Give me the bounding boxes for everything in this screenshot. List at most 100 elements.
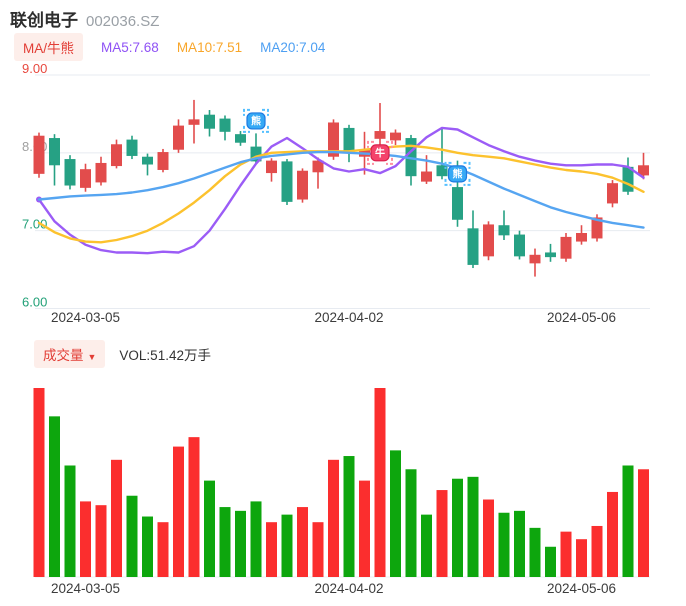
candlestick[interactable] (467, 210, 479, 269)
candlestick[interactable] (545, 243, 556, 262)
volume-bar[interactable] (374, 388, 386, 577)
volume-bar[interactable] (312, 522, 324, 577)
selection-bracket-icon (243, 125, 250, 133)
candlestick[interactable] (638, 152, 649, 180)
candlestick[interactable] (95, 156, 107, 186)
selection-bracket-icon (463, 178, 471, 186)
selection-bracket-icon (463, 161, 471, 169)
bull-signal-badge[interactable]: 牛 (367, 140, 393, 165)
candlestick[interactable] (405, 134, 417, 186)
volume-bar[interactable] (498, 512, 510, 577)
volume-bar[interactable] (483, 499, 494, 577)
volume-bar[interactable] (173, 446, 184, 577)
volume-bar[interactable] (235, 510, 246, 577)
candlestick[interactable] (64, 155, 76, 190)
candle-body (49, 138, 60, 166)
selection-bracket-icon (262, 125, 269, 133)
volume-bar[interactable] (49, 416, 60, 577)
header: 联创电子 002036.SZ (10, 6, 159, 31)
candlestick[interactable] (33, 132, 45, 178)
volume-bar[interactable] (390, 450, 401, 577)
candlestick[interactable] (514, 230, 525, 260)
candlestick[interactable] (343, 124, 355, 163)
volume-bar[interactable] (80, 501, 91, 577)
bear-signal-badge[interactable]: 熊 (243, 108, 269, 133)
stock-name: 联创电子 (10, 11, 78, 30)
candlestick[interactable] (576, 225, 587, 245)
candlestick[interactable] (560, 233, 572, 262)
candlestick[interactable] (436, 127, 448, 180)
volume-bar[interactable] (452, 478, 463, 577)
volume-bar[interactable] (529, 527, 541, 577)
bull-char: 牛 (375, 146, 385, 159)
candlestick[interactable] (204, 110, 215, 137)
volume-bar[interactable] (111, 459, 122, 577)
volume-bar[interactable] (638, 469, 649, 577)
candlestick[interactable] (281, 159, 293, 205)
candlestick[interactable] (529, 248, 541, 277)
candlestick[interactable] (111, 139, 122, 169)
candlestick[interactable] (483, 221, 494, 261)
date-label: 2024-04-02 (314, 310, 383, 325)
volume-bar[interactable] (250, 501, 262, 577)
candlestick[interactable] (173, 119, 184, 153)
volume-bar[interactable] (436, 490, 448, 577)
candlestick[interactable] (80, 163, 91, 192)
candlestick[interactable] (374, 103, 386, 149)
ma-bullbear-toggle[interactable]: MA/牛熊 (14, 33, 84, 61)
volume-bar[interactable] (266, 522, 277, 577)
ma5-line (37, 126, 645, 255)
candlestick[interactable] (607, 180, 618, 208)
candle-body (219, 118, 231, 132)
candle-body (622, 166, 634, 192)
volume-bar[interactable] (142, 516, 153, 577)
volume-bar[interactable] (514, 510, 525, 577)
candlestick[interactable] (157, 148, 169, 173)
volume-bar[interactable] (281, 514, 293, 577)
ma10-legend-value: MA10:7.51 (176, 39, 243, 55)
volume-bar[interactable] (188, 437, 200, 577)
candlestick[interactable] (235, 131, 246, 146)
volume-bar[interactable] (591, 525, 603, 577)
selection-bracket-icon (262, 108, 269, 116)
date-label: 2024-03-05 (51, 310, 120, 325)
volume-bar[interactable] (204, 480, 215, 577)
candle-body (638, 165, 649, 176)
volume-bar[interactable] (560, 531, 572, 577)
volume-bar[interactable] (607, 491, 618, 577)
volume-bar[interactable] (64, 465, 76, 577)
volume-bar[interactable] (576, 539, 587, 577)
candle-body (188, 119, 200, 125)
volume-bar[interactable] (467, 476, 479, 577)
volume-bar[interactable] (622, 465, 634, 577)
candle-body (576, 233, 587, 242)
volume-indicator-dropdown[interactable]: 成交量 ▼ (34, 340, 106, 368)
candlestick[interactable] (142, 153, 153, 176)
volume-bar[interactable] (545, 546, 556, 577)
volume-bar[interactable] (33, 388, 45, 577)
candle-body (157, 152, 169, 170)
volume-bar[interactable] (297, 507, 308, 577)
volume-value: VOL:51.42万手 (119, 348, 211, 363)
candlestick[interactable] (219, 115, 231, 141)
volume-bar[interactable] (421, 514, 432, 577)
candlestick[interactable] (622, 157, 634, 195)
volume-bar[interactable] (95, 505, 107, 577)
candlestick[interactable] (266, 158, 277, 182)
candlestick[interactable] (126, 135, 138, 160)
volume-bar[interactable] (405, 469, 417, 577)
bear-signal-badge[interactable]: 熊 (444, 161, 471, 186)
candlestick[interactable] (312, 157, 324, 189)
candlestick[interactable] (188, 99, 200, 144)
volume-bar[interactable] (328, 459, 339, 577)
candlestick[interactable] (297, 168, 308, 203)
volume-bar[interactable] (219, 507, 231, 577)
candlestick[interactable] (49, 134, 60, 186)
candlestick[interactable] (498, 210, 510, 241)
candlestick[interactable] (328, 119, 339, 160)
volume-bar[interactable] (126, 495, 138, 577)
candlestick[interactable] (390, 129, 401, 146)
volume-bar[interactable] (157, 522, 169, 577)
volume-bar[interactable] (343, 456, 355, 577)
volume-bar[interactable] (359, 480, 370, 577)
